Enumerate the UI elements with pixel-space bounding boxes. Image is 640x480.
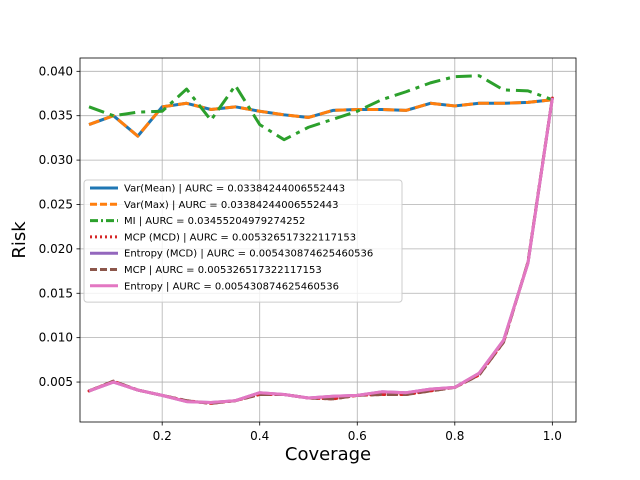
y-tick-label: 0.025 (39, 197, 73, 211)
series-line-1 (88, 98, 553, 138)
legend-box (83, 179, 403, 303)
y-tick-label: 0.015 (39, 286, 73, 300)
series-lines (87, 74, 554, 405)
legend-entry-label: Entropy | AURC = 0.005430874625460536 (124, 281, 339, 292)
x-tick-label: 0.4 (250, 429, 269, 443)
axis-ticks: 0.2 0.4 0.6 0.8 1.0 0.005 0.010 0.015 0.020 0.025… (39, 64, 562, 443)
series-line-6 (88, 97, 554, 404)
x-tick-label: 0.6 (348, 429, 367, 443)
x-tick-label: 1.0 (543, 429, 562, 443)
legend-entry-label: MCP (MCD) | AURC = 0.005326517322117153 (124, 232, 356, 243)
legend-entry-label: Entropy (MCD) | AURC = 0.005430874625460… (124, 249, 373, 260)
x-tick-label: 0.8 (445, 429, 464, 443)
y-tick-label: 0.005 (39, 375, 73, 389)
x-axis-label: Coverage (285, 444, 371, 465)
plot-frame (79, 57, 577, 423)
legend-entry-label: Var(Mean) | AURC = 0.03384244006552443 (124, 184, 345, 195)
y-tick-label: 0.030 (39, 153, 73, 167)
x-tick-label: 0.2 (153, 429, 172, 443)
y-tick-label: 0.035 (39, 109, 73, 123)
y-tick-label: 0.040 (39, 64, 73, 78)
legend-entry-label: Var(Max) | AURC = 0.03384244006552443 (124, 200, 339, 211)
legend-entry-label: MCP | AURC = 0.005326517322117153 (124, 265, 322, 276)
y-tick-label: 0.020 (39, 242, 73, 256)
legend: Var(Mean) | AURC = 0.03384244006552443 Va… (83, 179, 403, 303)
y-axis-label: Risk (9, 221, 30, 259)
y-tick-label: 0.010 (39, 331, 73, 345)
legend-entry-label: MI | AURC = 0.03455204979274252 (124, 216, 305, 227)
